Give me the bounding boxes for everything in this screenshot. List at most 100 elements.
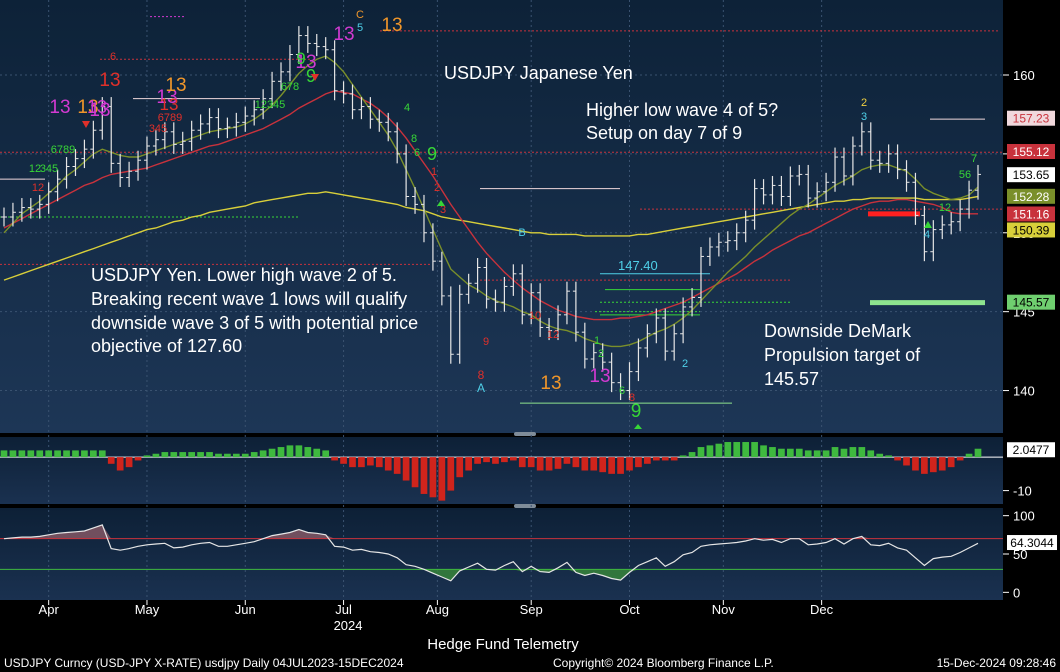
macd-bar — [331, 457, 338, 461]
footer-bg — [0, 600, 1060, 672]
macd-bar — [751, 442, 758, 458]
macd-bar — [661, 457, 669, 461]
demark-count: 12 — [29, 163, 41, 175]
demark-count: 1 — [594, 335, 600, 347]
macd-bar — [447, 457, 455, 491]
macd-bar — [921, 457, 928, 474]
demark-count: 6 — [110, 51, 116, 63]
macd-bar — [474, 457, 481, 464]
macd-bar — [858, 447, 866, 458]
macd-bar — [304, 447, 312, 458]
target-note-line2: Propulsion target of — [764, 345, 921, 365]
rsi-value-box — [1007, 535, 1057, 551]
demark-count: 3 — [440, 204, 446, 216]
price-tick-label: 140 — [1013, 384, 1035, 399]
demark-count: 12 — [32, 182, 44, 194]
demark-count: A — [477, 381, 485, 395]
macd-bar — [179, 452, 187, 458]
macd-tick-label: -10 — [1013, 484, 1032, 499]
macd-bar — [876, 453, 884, 458]
macd-bar — [572, 457, 580, 468]
macd-bar — [295, 445, 303, 458]
macd-bar — [527, 457, 535, 468]
price-panel-bg — [0, 0, 1003, 433]
macd-bar — [840, 448, 848, 458]
macd-bar — [804, 450, 812, 458]
macd-bar — [706, 445, 714, 458]
macd-bar — [63, 450, 70, 458]
demark-count: 3 — [861, 111, 867, 123]
demark-count: 13 — [49, 97, 70, 118]
macd-bar — [367, 457, 374, 466]
rsi-overbought-fill — [4, 524, 978, 539]
macd-bar — [679, 455, 687, 458]
level-label: 147.40 — [618, 258, 658, 273]
macd-bar — [358, 457, 365, 468]
macd-bar — [635, 457, 642, 468]
demark-count: 12 — [939, 202, 951, 214]
value-label-box — [1007, 294, 1055, 310]
up-arrow-icon — [437, 200, 445, 206]
footer-copyright: Copyright© 2024 Bloomberg Finance L.P. — [553, 656, 774, 670]
up-arrow-icon — [924, 221, 932, 228]
macd-bar — [626, 457, 633, 471]
macd-bar — [90, 450, 97, 458]
macd-bar — [125, 457, 133, 468]
down-arrow-icon — [82, 121, 90, 128]
macd-bar — [849, 447, 857, 458]
macd-bar — [652, 457, 660, 461]
demark-count: 1 — [431, 166, 437, 178]
macd-bar — [947, 457, 955, 468]
demark-count: 5 — [357, 22, 363, 34]
moving-average-line — [3, 55, 979, 348]
macd-value-box — [1007, 442, 1055, 458]
demark-count: 6 — [414, 147, 420, 159]
macd-bar — [259, 450, 267, 458]
macd-bar — [465, 457, 473, 471]
demark-count: 13 — [381, 15, 402, 36]
x-tick-label: Jun — [235, 602, 256, 617]
x-tick-label: May — [135, 602, 160, 617]
macd-bar — [232, 453, 240, 458]
demark-count: 8 — [629, 392, 635, 404]
value-label-box — [1007, 222, 1055, 238]
macd-bar — [81, 450, 88, 458]
macd-bars — [0, 442, 1003, 501]
demark-count: 9 — [483, 336, 489, 348]
rsi-panel-bg — [0, 508, 1003, 600]
demark-count: 8 — [478, 368, 485, 382]
demark-count: 345 — [40, 163, 58, 175]
macd-bar — [590, 457, 598, 471]
value-label: 157.23 — [1013, 112, 1050, 126]
wave4-note-line2: Setup on day 7 of 9 — [586, 123, 742, 143]
value-label-box — [1007, 167, 1055, 183]
x-tick-label: Aug — [426, 602, 449, 617]
panel-resize-handle-2[interactable] — [514, 504, 536, 508]
macd-bar — [617, 457, 624, 474]
macd-bar — [98, 450, 106, 458]
demark-count: 13 — [589, 366, 610, 387]
demark-count: 345 — [149, 123, 167, 135]
macd-bar — [197, 452, 204, 458]
demark-count: 13 — [89, 100, 110, 121]
demark-count: B — [518, 227, 525, 239]
macd-bar — [313, 448, 321, 458]
macd-bar — [938, 457, 946, 471]
macd-bar — [215, 453, 222, 458]
value-label-box — [1007, 143, 1055, 159]
macd-bar — [72, 450, 79, 458]
macd-bar — [554, 457, 562, 469]
macd-bar — [152, 453, 160, 458]
macd-bar — [581, 457, 589, 471]
macd-bar — [822, 450, 830, 458]
panel-resize-handle-1[interactable] — [514, 432, 536, 436]
macd-bar — [9, 450, 17, 458]
macd-bar — [420, 457, 428, 494]
macd-bar — [545, 457, 553, 471]
macd-bar — [161, 452, 169, 458]
macd-bar — [438, 457, 446, 501]
value-label: 155.12 — [1013, 145, 1050, 159]
macd-bar — [27, 450, 35, 458]
